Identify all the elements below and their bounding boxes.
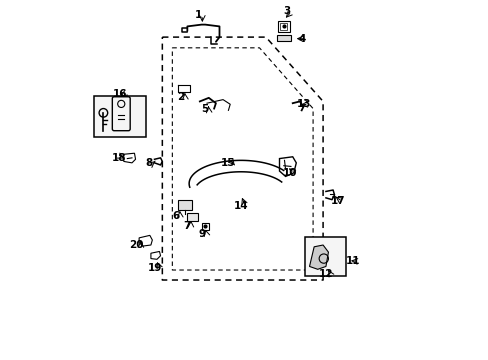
Text: 7: 7 (183, 221, 190, 231)
Text: 9: 9 (199, 229, 205, 239)
Text: 3: 3 (283, 6, 290, 17)
Text: 19: 19 (148, 262, 162, 273)
Text: 8: 8 (145, 158, 152, 168)
Bar (305, 237, 346, 276)
Text: 20: 20 (129, 240, 143, 250)
Text: 13: 13 (297, 99, 311, 109)
Text: 18: 18 (111, 153, 126, 163)
Text: 14: 14 (233, 201, 248, 211)
Bar (278, 21, 289, 32)
Text: 15: 15 (221, 158, 235, 168)
Bar (187, 213, 198, 221)
Text: 16: 16 (113, 89, 127, 99)
Text: 2: 2 (177, 92, 184, 102)
Bar (277, 35, 290, 41)
Text: 17: 17 (330, 197, 345, 206)
Bar (280, 23, 287, 30)
Text: 12: 12 (318, 269, 332, 279)
Text: 10: 10 (283, 168, 297, 178)
Bar (178, 201, 192, 210)
Polygon shape (309, 245, 328, 269)
Bar (94, 96, 146, 137)
Bar (201, 223, 208, 230)
Text: 1: 1 (194, 10, 201, 20)
Text: 11: 11 (346, 256, 360, 266)
Text: 4: 4 (298, 34, 305, 44)
Text: 5: 5 (201, 104, 208, 114)
Text: 6: 6 (172, 211, 179, 221)
